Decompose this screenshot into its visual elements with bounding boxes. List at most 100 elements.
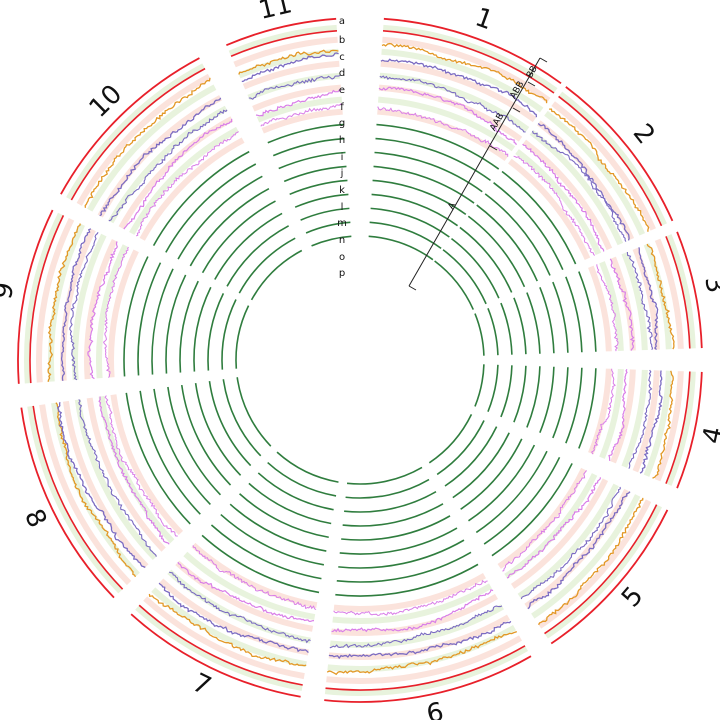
track-d-series-7 xyxy=(158,582,309,654)
track-i-series-2 xyxy=(493,182,564,271)
track-j-series-7 xyxy=(220,513,325,566)
track-m-series-6 xyxy=(342,503,444,527)
track-p-series-3 xyxy=(474,313,485,356)
track-i-series-1 xyxy=(375,137,491,182)
track-f-series-11 xyxy=(255,88,342,117)
track-n-series-8 xyxy=(208,381,252,467)
track-j-series-6 xyxy=(338,539,465,569)
track-k-series-4 xyxy=(539,366,555,433)
track-f-series-8 xyxy=(98,396,170,545)
chromosome-sector-11 xyxy=(228,24,343,134)
chromosome-label-1: 1 xyxy=(471,2,497,36)
track-n-series-7 xyxy=(257,472,334,511)
track-p-series-1 xyxy=(368,235,434,261)
track-l-series-11 xyxy=(289,179,348,196)
chromosome-sector-10 xyxy=(66,63,245,241)
track-j-series-4 xyxy=(552,367,569,439)
track-h-series-6 xyxy=(335,563,479,597)
track-l-series-2 xyxy=(467,215,526,288)
track-k-series-1 xyxy=(373,165,475,204)
track-m-series-8 xyxy=(194,382,242,476)
track-g-series-9 xyxy=(102,246,129,378)
track-g-series-11 xyxy=(260,103,343,127)
track-e-series-4 xyxy=(628,369,653,469)
track-a-ring-7 xyxy=(130,613,301,698)
ploidy-scale-tick-2 xyxy=(489,145,498,151)
track-k-series-5 xyxy=(468,444,536,522)
ploidy-scale-tick-1 xyxy=(408,285,417,291)
track-m-series-3 xyxy=(513,297,527,355)
track-d-series-2 xyxy=(537,122,630,241)
track-f-series-5 xyxy=(506,477,601,579)
track-g-series-3 xyxy=(596,264,619,352)
track-c-series-10 xyxy=(84,77,211,208)
track-b-ring-1 xyxy=(382,30,555,94)
chromosome-label-3: 3 xyxy=(698,273,720,295)
track-n-series-5 xyxy=(444,426,498,487)
track-h-series-10 xyxy=(152,150,250,246)
track-i-series-3 xyxy=(565,276,583,353)
track-p-series-11 xyxy=(311,235,352,247)
track-d-series-3 xyxy=(638,247,659,351)
track-f-series-6 xyxy=(331,589,494,633)
track-m-series-2 xyxy=(459,226,513,293)
track-letter-a: a xyxy=(339,16,345,27)
track-l-series-4 xyxy=(526,366,541,428)
track-n-series-2 xyxy=(450,237,500,299)
track-letter-d: d xyxy=(339,68,345,79)
track-n-series-9 xyxy=(207,293,225,371)
track-o-series-11 xyxy=(305,221,351,234)
track-k-series-6 xyxy=(339,527,458,555)
track-h-series-3 xyxy=(578,271,597,352)
track-i-series-11 xyxy=(272,137,345,157)
track-e-series-6 xyxy=(329,605,503,649)
track-m-series-4 xyxy=(513,365,527,423)
track-m-series-11 xyxy=(294,193,349,208)
track-a-ring-9 xyxy=(17,209,54,384)
track-i-series-7 xyxy=(210,524,322,580)
track-a-ring-11 xyxy=(226,17,337,47)
track-i-series-4 xyxy=(565,367,583,444)
track-d-series-1 xyxy=(380,58,538,118)
ploidy-scale-axis xyxy=(408,57,541,287)
track-letter-b: b xyxy=(339,35,345,46)
track-m-series-1 xyxy=(371,193,459,227)
track-k-series-8 xyxy=(167,386,222,496)
track-g-series-4 xyxy=(591,368,616,455)
track-letter-k: k xyxy=(339,185,345,196)
track-b-ring-7 xyxy=(138,604,303,686)
track-p-series-10 xyxy=(250,249,303,301)
track-n-series-10 xyxy=(226,225,290,287)
track-a-ring-10 xyxy=(60,57,200,195)
track-a-ring-6 xyxy=(324,655,532,703)
track-p-series-2 xyxy=(434,260,475,310)
ploidy-scale-tick-3 xyxy=(512,107,521,113)
track-letter-o: o xyxy=(339,252,345,263)
track-n-series-11 xyxy=(300,207,350,221)
track-e-series-8 xyxy=(78,399,157,557)
track-a-ring-8 xyxy=(20,407,115,599)
track-j-series-5 xyxy=(475,450,548,534)
track-p-series-5 xyxy=(428,414,473,464)
track-g-series-10 xyxy=(135,131,239,237)
track-d-series-6 xyxy=(328,620,512,660)
ploidy-scale-tick-4 xyxy=(527,81,536,87)
chromosome-label-8: 8 xyxy=(18,504,52,532)
track-h-series-8 xyxy=(125,392,191,525)
track-d-series-8 xyxy=(56,402,146,568)
track-f-series-9 xyxy=(87,241,118,380)
track-letter-j: j xyxy=(340,168,344,179)
track-f-series-1 xyxy=(378,86,517,146)
track-p-series-8 xyxy=(236,377,272,447)
track-letter-c: c xyxy=(339,52,345,63)
track-j-series-10 xyxy=(177,175,263,260)
track-e-series-9 xyxy=(69,232,99,381)
track-j-series-11 xyxy=(278,151,346,170)
track-e-series-7 xyxy=(168,571,311,644)
track-o-series-8 xyxy=(222,379,262,457)
chromosome-label-6: 6 xyxy=(424,697,446,720)
track-g-series-1 xyxy=(377,106,509,157)
track-o-series-1 xyxy=(369,221,442,250)
